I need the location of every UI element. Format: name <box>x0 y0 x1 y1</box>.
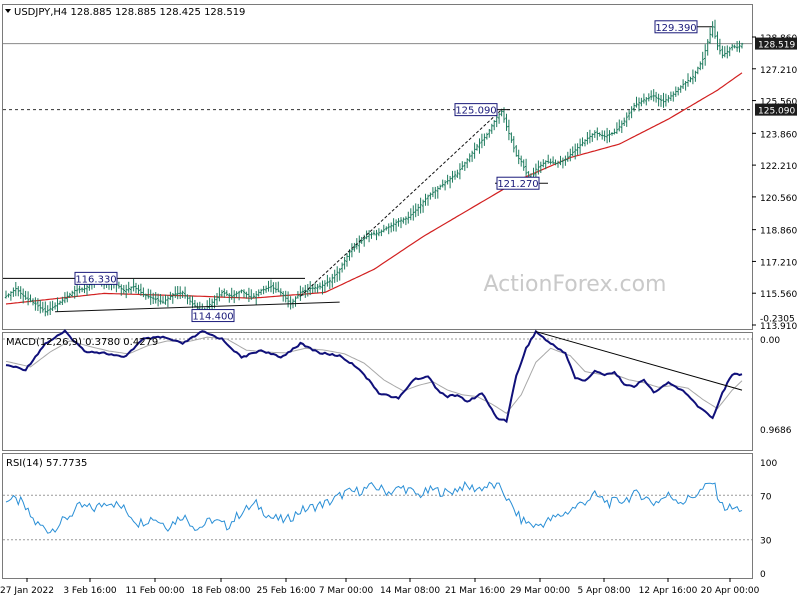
macd-axis-label: 0.00 <box>760 336 780 346</box>
time-axis-label: 27 Jan 2022 <box>0 586 54 596</box>
level-annotation-label: 125.090 <box>455 106 496 117</box>
watermark: ActionForex.com <box>484 272 667 297</box>
level-annotation-box <box>654 20 698 34</box>
time-axis-label: 20 Apr 00:00 <box>701 586 760 596</box>
level-annotation-box <box>496 176 540 190</box>
projection-trendline <box>300 109 502 297</box>
time-axis-label: 7 Mar 00:00 <box>319 586 374 596</box>
macd-main-line <box>5 329 743 424</box>
time-axis-label: 25 Feb 16:00 <box>256 586 315 596</box>
level-annotation-box <box>74 271 118 285</box>
price-panel-header: USDJPY,H4 128.885 128.885 128.425 128.51… <box>14 7 245 18</box>
level-annotation-box <box>454 103 498 117</box>
time-axis-label: 29 Mar 00:00 <box>510 586 570 596</box>
dropdown-triangle-icon <box>5 9 11 13</box>
time-axis-label: 3 Feb 16:00 <box>63 586 117 596</box>
level-price-tag <box>755 103 797 116</box>
rsi-panel-header: RSI(14) 57.7735 <box>6 458 87 469</box>
time-axis-label: 12 Apr 16:00 <box>639 586 698 596</box>
price-axis-label: 115.560 <box>760 290 797 300</box>
price-axis-label: 118.860 <box>760 227 797 237</box>
level-annotation-label: 114.400 <box>192 312 233 323</box>
rsi-axis-label: 30 <box>760 537 772 547</box>
time-axis-label: 14 Mar 08:00 <box>380 586 440 596</box>
macd-axis-label: -0.2305 <box>760 315 795 325</box>
rsi-panel-frame <box>2 453 753 579</box>
rsi-axis-label: 70 <box>760 492 772 502</box>
level-annotation-label: 121.270 <box>497 179 538 190</box>
price-axis-label: 113.910 <box>760 322 797 332</box>
time-axis-label: 18 Feb 08:00 <box>191 586 250 596</box>
moving-average-line <box>5 72 743 305</box>
rsi-axis-label: 0 <box>760 570 766 580</box>
price-axis-label: 123.860 <box>760 130 797 140</box>
macd-signal-line <box>5 336 743 414</box>
price-axis-label: 125.560 <box>760 98 797 108</box>
macd-axis-label: 0.9686 <box>760 426 792 436</box>
time-axis-label: 5 Apr 08:00 <box>578 586 631 596</box>
macd-trendline <box>535 331 743 391</box>
level-price-label: 125.090 <box>758 107 795 117</box>
price-axis-label: 122.210 <box>760 162 797 172</box>
support-trendline <box>55 301 340 313</box>
level-annotation-label: 129.390 <box>655 23 696 34</box>
price-axis-label: 120.560 <box>760 194 797 204</box>
rsi-line <box>5 480 743 534</box>
price-axis-label: 117.210 <box>760 258 797 268</box>
current-price-tag <box>755 37 797 50</box>
current-price-label: 128.519 <box>758 41 795 51</box>
time-axis-label: 11 Feb 00:00 <box>125 586 184 596</box>
level-annotation-box <box>191 309 235 323</box>
rsi-axis-label: 100 <box>760 459 777 469</box>
price-axis-label: 127.210 <box>760 66 797 76</box>
price-panel-frame <box>2 4 753 330</box>
macd-panel-header: MACD(12,26,9) 0.3780 0.4279 <box>6 337 158 348</box>
level-annotation-label: 116.330 <box>75 274 116 285</box>
time-axis-label: 21 Mar 16:00 <box>445 586 505 596</box>
macd-panel-frame <box>2 332 753 451</box>
